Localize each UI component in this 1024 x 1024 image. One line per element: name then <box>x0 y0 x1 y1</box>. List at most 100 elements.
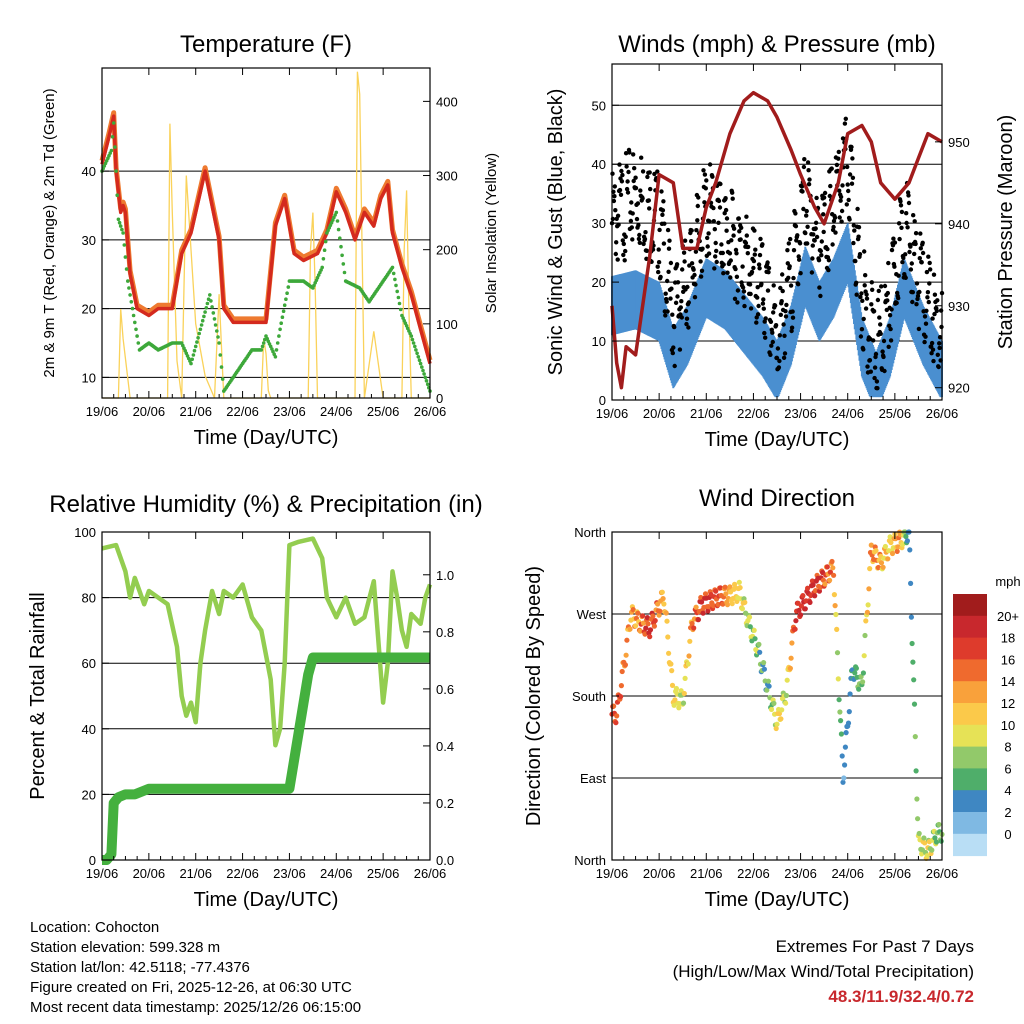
gust-point <box>658 274 663 280</box>
dewpoint-point <box>277 334 281 338</box>
gust-point <box>711 219 716 224</box>
x-axis-title: Time (Day/UTC) <box>705 889 850 911</box>
gust-point <box>859 291 864 296</box>
gust-point <box>618 192 624 197</box>
x-tick-label: 25/06 <box>879 406 912 421</box>
direction-point <box>845 720 852 726</box>
direction-point <box>672 697 678 703</box>
gust-point <box>897 236 902 242</box>
direction-point <box>861 653 867 659</box>
gust-point <box>724 216 730 221</box>
gust-point <box>664 299 669 304</box>
gust-point <box>640 196 645 201</box>
gust-point <box>762 330 767 336</box>
gust-point <box>867 358 873 363</box>
direction-point <box>644 615 651 621</box>
gust-point <box>886 260 891 266</box>
gust-point <box>871 309 877 314</box>
direction-point <box>630 607 636 613</box>
direction-point <box>809 578 816 584</box>
dewpoint-point <box>339 244 343 249</box>
gust-point <box>901 255 906 261</box>
direction-point <box>715 601 721 608</box>
direction-point <box>635 610 641 616</box>
gust-point <box>772 303 778 308</box>
gust-point <box>765 288 771 293</box>
gust-point <box>655 169 660 174</box>
dewpoint-point <box>189 361 193 366</box>
direction-point <box>702 591 709 597</box>
gust-point <box>739 225 744 230</box>
gust-point <box>637 240 642 245</box>
gust-point <box>680 267 685 272</box>
direction-point <box>671 702 677 708</box>
gust-point <box>878 322 883 327</box>
gust-point <box>766 265 772 271</box>
gust-point <box>655 264 660 269</box>
direction-point <box>761 666 768 672</box>
gust-point <box>935 352 940 357</box>
gust-point <box>780 272 785 277</box>
x-tick-label: 26/06 <box>926 866 959 881</box>
gust-point <box>667 238 672 243</box>
gust-point <box>757 252 763 258</box>
direction-point <box>895 544 901 550</box>
direction-point <box>830 565 836 571</box>
gust-point <box>716 220 721 225</box>
gust-point <box>642 236 648 242</box>
dewpoint-point <box>282 303 287 308</box>
dewpoint-point <box>111 121 116 125</box>
dewpoint-point <box>323 239 328 244</box>
gust-point <box>801 164 807 170</box>
dewpoint-point <box>131 313 136 318</box>
direction-point <box>832 603 838 609</box>
direction-point <box>836 697 842 703</box>
direction-point <box>834 626 840 633</box>
dewpoint-point <box>127 286 131 290</box>
gust-point <box>888 338 894 343</box>
gust-point <box>828 183 833 189</box>
x-tick-label: 26/06 <box>414 866 447 881</box>
gust-point <box>717 205 723 210</box>
y-tick-label: West <box>577 607 607 622</box>
gust-point <box>875 386 880 391</box>
gust-point <box>710 174 715 179</box>
extremes-heading: Extremes For Past 7 Days <box>775 937 974 956</box>
gust-point <box>938 308 944 313</box>
gust-point <box>624 186 630 192</box>
gust-point <box>758 236 763 242</box>
direction-point <box>796 607 802 613</box>
dewpoint-point <box>421 368 425 373</box>
direction-point <box>852 670 858 676</box>
dewpoint-point <box>128 293 132 297</box>
y-axis-title: Percent & Total Rainfall <box>27 592 49 800</box>
gust-point <box>862 283 867 288</box>
gust-point <box>785 248 790 253</box>
gust-point <box>763 316 768 321</box>
x-tick-label: 19/06 <box>86 866 119 881</box>
gust-point <box>636 222 641 228</box>
gust-point <box>721 271 726 276</box>
direction-point <box>724 602 731 608</box>
direction-point <box>846 709 852 715</box>
dewpoint-point <box>120 227 124 232</box>
direction-point <box>894 548 900 555</box>
direction-point <box>824 564 830 570</box>
dewpoint-point <box>417 358 422 363</box>
dewpoint-point <box>209 299 213 303</box>
colorbar-label: 20+ <box>997 609 1019 624</box>
direction-point <box>722 584 728 590</box>
dewpoint-point <box>278 327 282 332</box>
x-tick-label: 25/06 <box>879 866 912 881</box>
gust-point <box>906 200 912 206</box>
gust-point <box>900 260 905 265</box>
gust-point <box>734 251 739 256</box>
direction-point <box>651 623 658 629</box>
gust-point <box>648 186 653 192</box>
gust-point <box>788 236 793 242</box>
x-tick-label: 19/06 <box>596 406 629 421</box>
gust-point <box>826 267 831 273</box>
direction-point <box>618 694 624 700</box>
direction-point <box>685 661 691 667</box>
dewpoint-point <box>259 348 264 352</box>
